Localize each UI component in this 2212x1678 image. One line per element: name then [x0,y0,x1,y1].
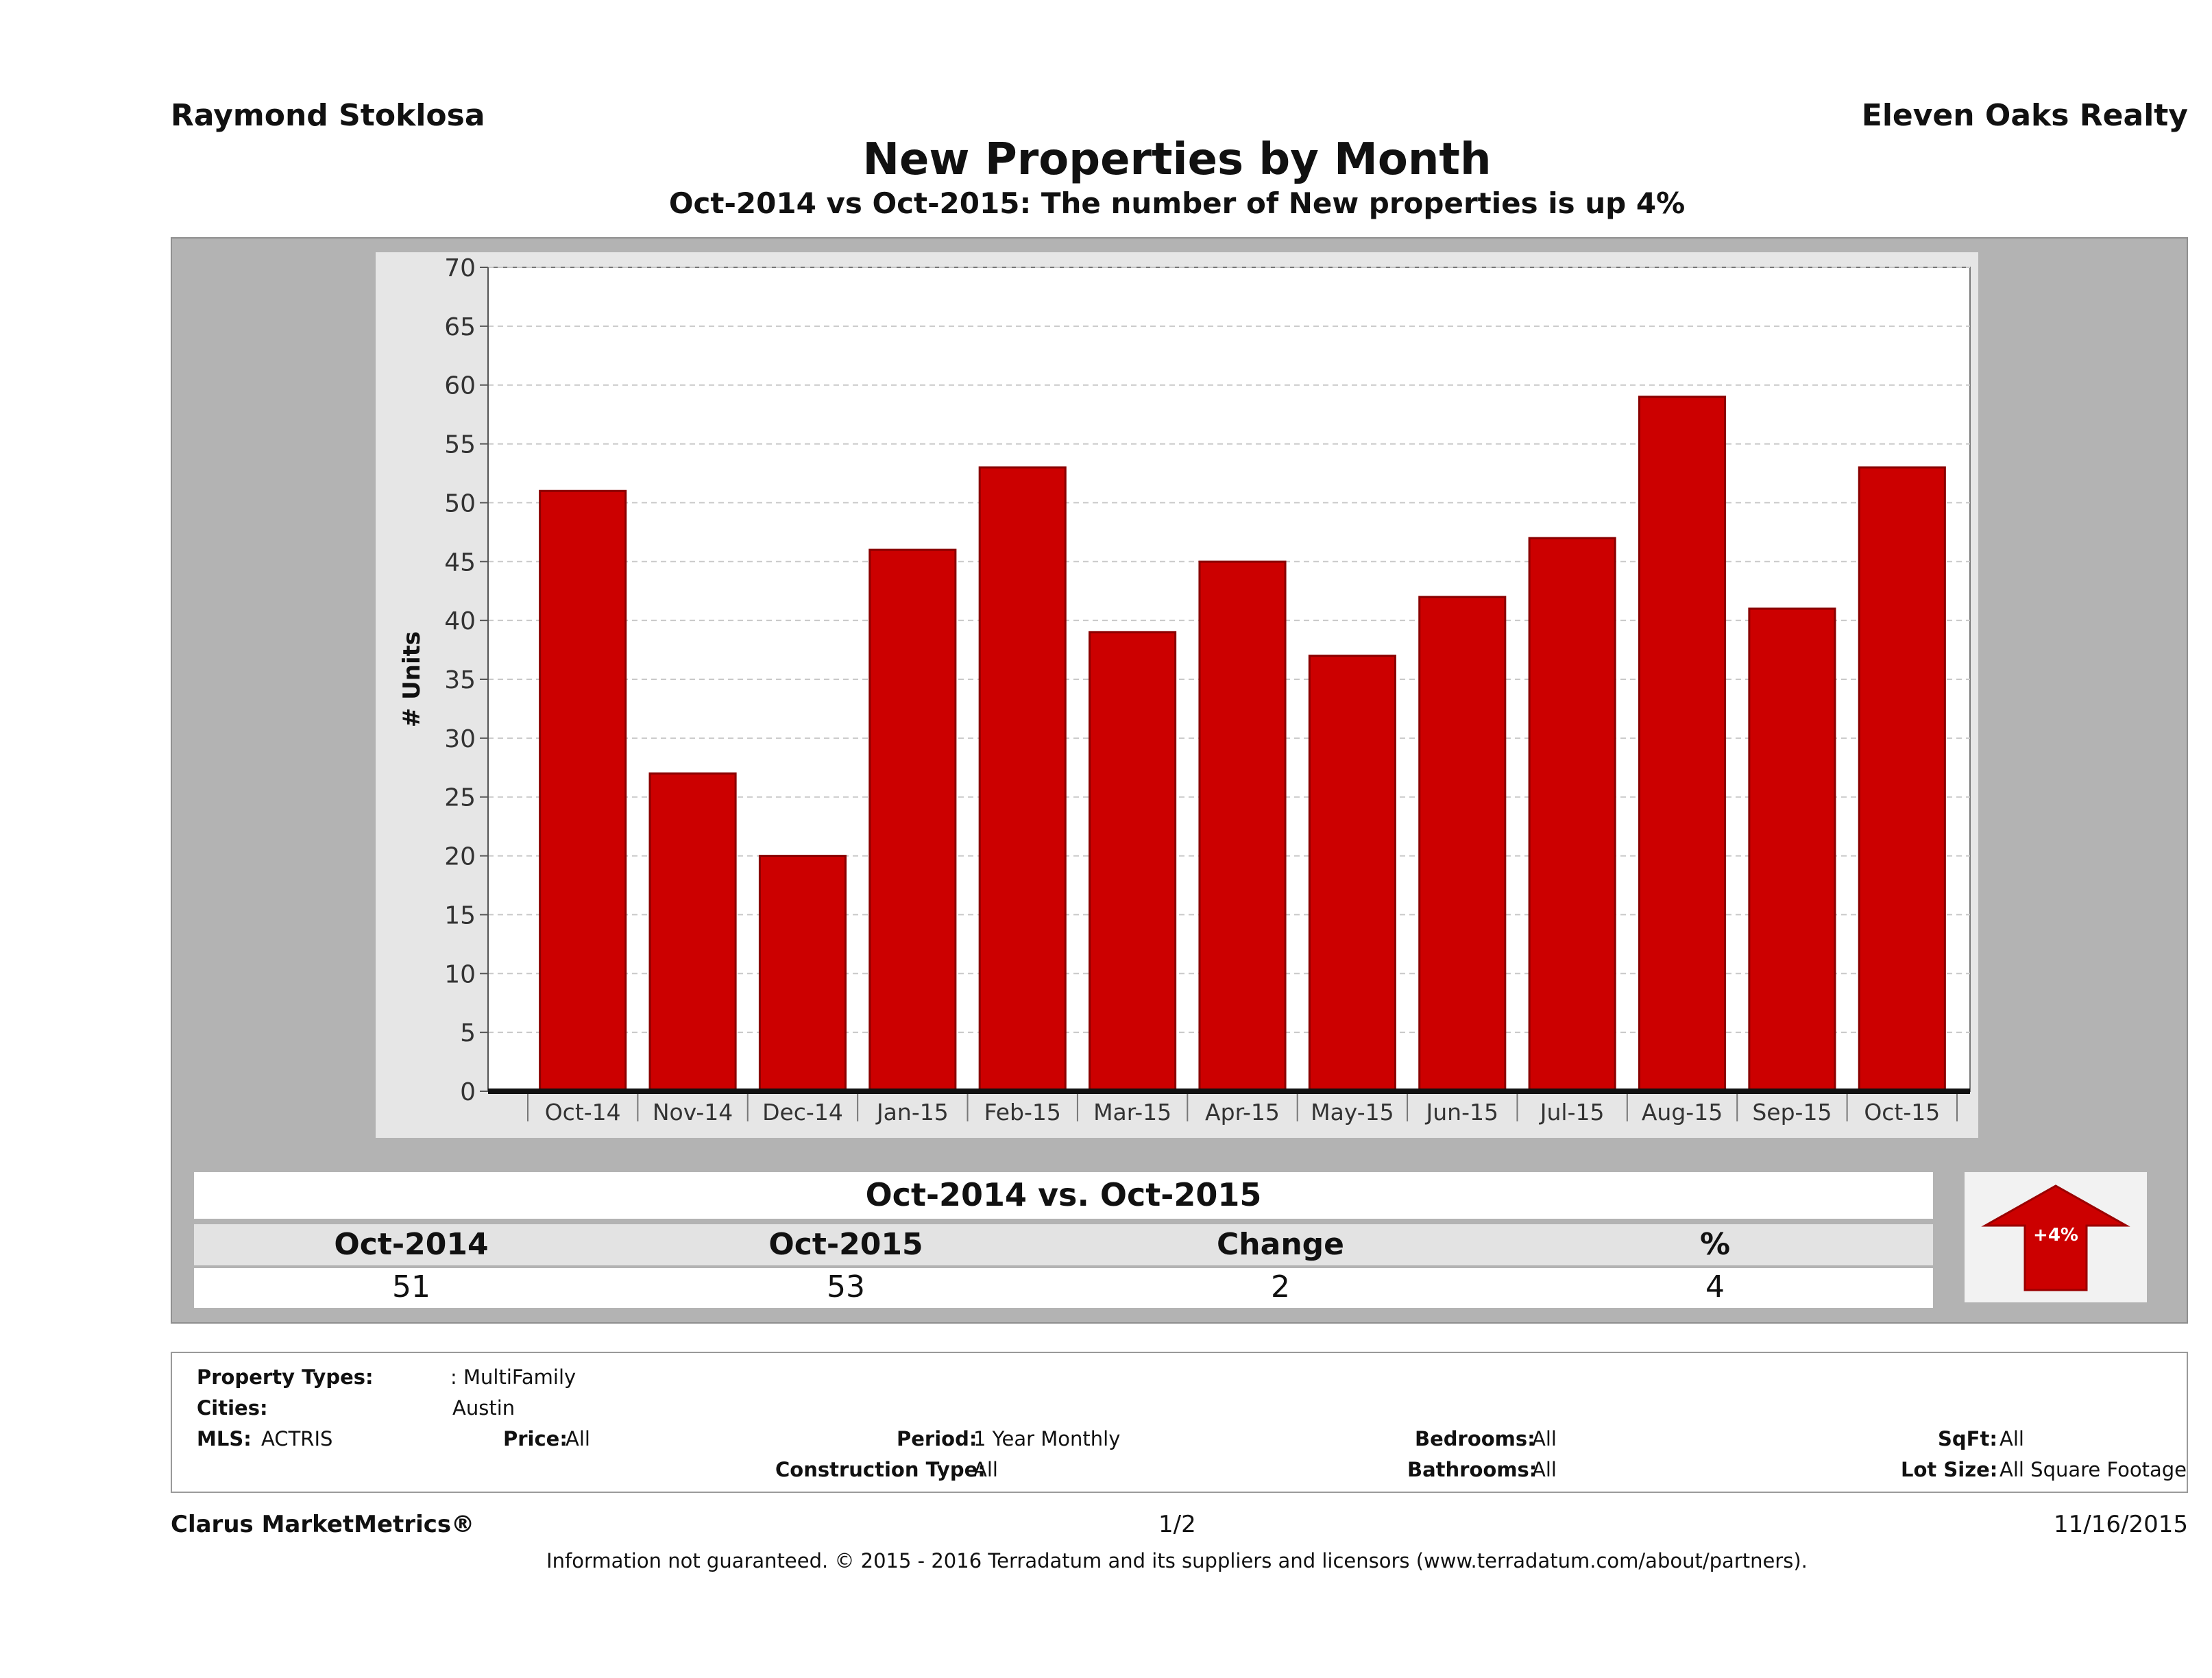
bedrooms-value: All [1532,1427,1557,1450]
summary-value-percent: 4 [1705,1269,1725,1304]
summary-value-change: 2 [1271,1269,1290,1304]
chart-subtitle: Oct-2014 vs Oct-2015: The number of New … [668,186,1686,220]
x-tick-label: Jan-15 [875,1099,949,1126]
bar-chart: 0 5 10 15 20 25 30 35 40 45 50 55 60 65 70 # Units Oct-1… [398,254,1971,1126]
summary-header-percent: % [1699,1227,1731,1262]
company-name: Eleven Oaks Realty [1861,98,2188,133]
up-arrow-icon: +4% [1981,1184,2130,1291]
bar [1418,596,1507,1093]
y-tick-label: 45 [444,548,476,576]
x-tick-label: Mar-15 [1093,1099,1171,1126]
summary-header-oct2015: Oct-2015 [768,1227,923,1262]
price-label: Price: [503,1427,568,1450]
y-tick-label: 55 [444,431,476,459]
bar [1198,560,1287,1093]
bedrooms-label: Bedrooms: [1415,1427,1535,1450]
x-tick-label: Apr-15 [1205,1099,1280,1126]
construction-type-label: Construction Type: [775,1458,986,1481]
x-tick-label: Dec-14 [762,1099,843,1126]
y-tick-label: 5 [460,1019,476,1047]
property-types-value: : MultiFamily [450,1365,576,1389]
y-axis-label: # Units [398,631,426,727]
y-tick-label: 15 [444,901,476,929]
period-value: 1 Year Monthly [973,1427,1121,1450]
bar [868,548,957,1093]
change-badge-label: +4% [2033,1225,2078,1245]
bar [648,772,737,1093]
x-tick-label: Jun-15 [1425,1099,1498,1126]
summary-header-change: Change [1217,1227,1344,1262]
x-tick-label: Jul-15 [1539,1099,1605,1126]
bar [978,466,1067,1093]
summary-header-oct2014: Oct-2014 [334,1227,489,1262]
cities-label: Cities: [197,1396,268,1420]
footer-page-number: 1/2 [1158,1511,1196,1538]
y-tick-label: 30 [444,725,476,753]
bar [539,489,627,1093]
y-tick-label: 20 [444,843,476,871]
x-tick-label: May-15 [1311,1099,1394,1126]
agent-name: Raymond Stoklosa [171,98,485,133]
x-tick-label: Oct-15 [1864,1099,1940,1126]
y-tick-label: 35 [444,666,476,694]
bathrooms-value: All [1532,1458,1557,1481]
y-tick-label: 40 [444,607,476,635]
price-value: All [566,1427,590,1450]
bar [1089,631,1177,1093]
x-tick-label: Oct-14 [545,1099,621,1126]
footer-brand: Clarus MarketMetrics® [171,1511,475,1538]
summary-title-bar [194,1172,1933,1219]
bar [1748,607,1836,1093]
mls-value: ACTRIS [261,1427,333,1450]
lot-size-value: All Square Footage [2000,1458,2187,1481]
period-label: Period: [897,1427,977,1450]
property-types-label: Property Types: [197,1365,374,1389]
x-tick-label: Feb-15 [984,1099,1061,1126]
summary-value-oct2015: 53 [827,1269,865,1304]
y-tick-label: 10 [444,960,476,988]
summary-value-oct2014: 51 [392,1269,430,1304]
x-tick-label: Aug-15 [1642,1099,1723,1126]
footer-disclaimer: Information not guaranteed. © 2015 - 201… [546,1549,1808,1572]
y-tick-label: 65 [444,313,476,341]
bar [1858,466,1946,1093]
chart-title: New Properties by Month [862,134,1492,185]
bar [1638,396,1727,1093]
cities-value: Austin [452,1396,515,1420]
y-tick-label: 50 [444,489,476,518]
y-tick-label: 70 [444,254,476,282]
summary-header-row [194,1224,1933,1265]
sqft-label: SqFt: [1938,1427,1997,1450]
lot-size-label: Lot Size: [1901,1458,1998,1481]
x-tick-label: Sep-15 [1752,1099,1832,1126]
bar [1528,537,1616,1093]
sqft-value: All [2000,1427,2024,1450]
y-tick-label: 0 [460,1078,476,1106]
footer-date: 11/16/2015 [2054,1511,2188,1538]
mls-label: MLS: [197,1427,252,1450]
bathrooms-label: Bathrooms: [1407,1458,1538,1481]
construction-type-value: All [973,1458,998,1481]
bar [758,855,847,1093]
summary-title: Oct-2014 vs. Oct-2015 [865,1176,1262,1213]
y-tick-label: 25 [444,784,476,812]
x-tick-label: Nov-14 [653,1099,733,1126]
summary-value-row [194,1268,1933,1308]
criteria-box [171,1352,2188,1493]
y-tick-label: 60 [444,372,476,400]
bar [1308,655,1396,1093]
